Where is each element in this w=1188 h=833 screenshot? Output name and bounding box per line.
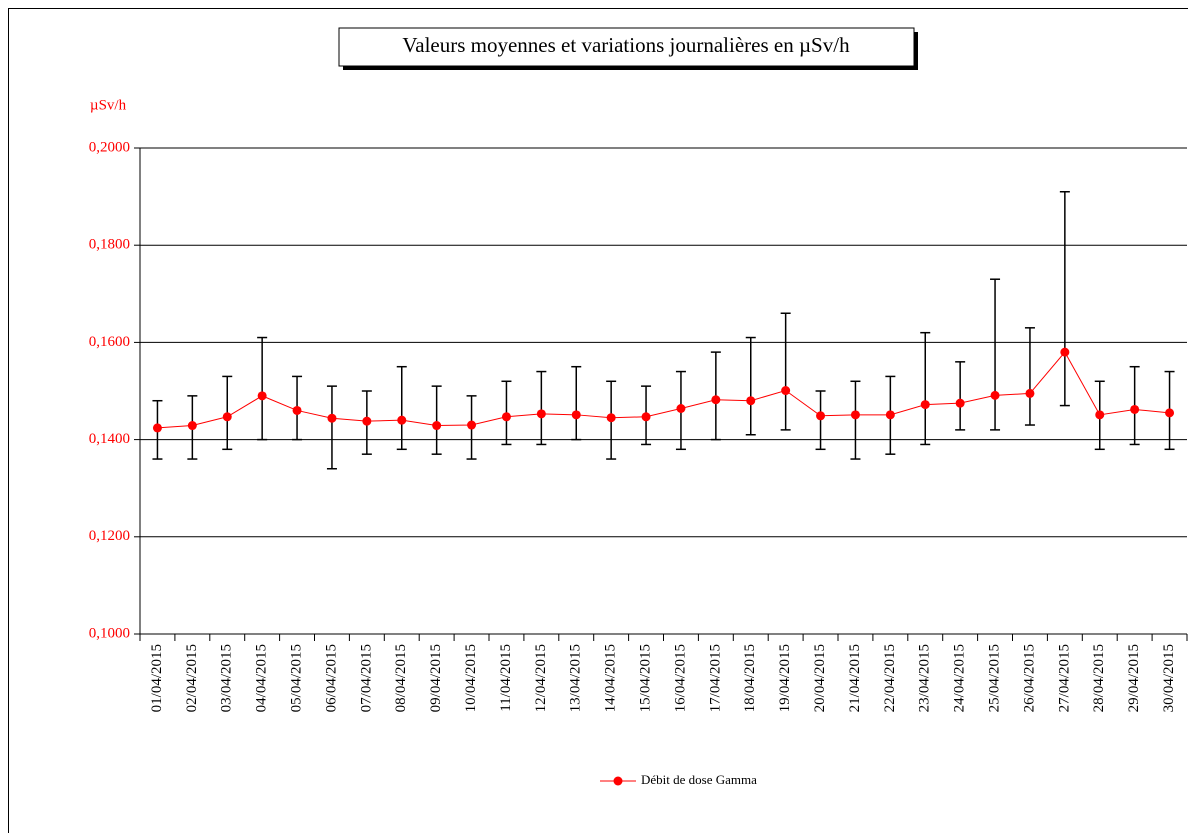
chart-border <box>8 8 1188 833</box>
point <box>1025 388 1035 398</box>
x-tick-label: 17/04/2015 <box>707 644 723 712</box>
point <box>606 413 616 423</box>
x-tick-label: 07/04/2015 <box>358 644 374 712</box>
x-tick-label: 11/04/2015 <box>498 644 514 712</box>
point <box>641 412 651 422</box>
x-tick-label: 01/04/2015 <box>149 644 165 712</box>
x-tick-label: 18/04/2015 <box>742 644 758 712</box>
x-tick-label: 29/04/2015 <box>1126 644 1142 712</box>
point <box>571 410 581 420</box>
x-tick-label: 13/04/2015 <box>568 644 584 712</box>
x-tick-label: 30/04/2015 <box>1161 644 1177 712</box>
x-tick-label: 08/04/2015 <box>393 644 409 712</box>
chart-title: Valeurs moyennes et variations journaliè… <box>402 33 850 57</box>
point <box>467 420 477 430</box>
x-tick-label: 24/04/2015 <box>952 644 968 712</box>
x-tick-label: 04/04/2015 <box>254 644 270 712</box>
x-tick-label: 10/04/2015 <box>463 644 479 712</box>
x-tick-label: 14/04/2015 <box>603 644 619 712</box>
point <box>885 410 895 420</box>
x-tick-label: 06/04/2015 <box>323 644 339 712</box>
title-box <box>338 27 915 67</box>
x-tick-label: 15/04/2015 <box>637 644 653 712</box>
x-tick-label: 12/04/2015 <box>533 644 549 712</box>
x-tick-label: 09/04/2015 <box>428 644 444 712</box>
point <box>955 398 965 408</box>
x-tick-label: 16/04/2015 <box>672 644 688 712</box>
legend-label: Débit de dose Gamma <box>641 772 757 787</box>
y-tick-label: 0,2000 <box>89 139 130 155</box>
y-tick-label: 0,1000 <box>89 625 130 641</box>
point <box>152 423 162 433</box>
x-tick-label: 28/04/2015 <box>1091 644 1107 712</box>
x-tick-label: 03/04/2015 <box>219 644 235 712</box>
y-tick-label: 0,1400 <box>89 431 130 447</box>
point <box>1060 347 1070 357</box>
point <box>920 400 930 410</box>
point <box>257 391 267 401</box>
x-tick-label: 23/04/2015 <box>917 644 933 712</box>
point <box>850 410 860 420</box>
point <box>327 413 337 423</box>
point <box>1165 408 1175 418</box>
point <box>676 403 686 413</box>
point <box>781 386 791 396</box>
x-tick-label: 19/04/2015 <box>777 644 793 712</box>
x-tick-label: 26/04/2015 <box>1021 644 1037 712</box>
x-tick-label: 27/04/2015 <box>1056 644 1072 712</box>
series-line <box>157 351 1170 429</box>
point <box>816 411 826 421</box>
point <box>362 416 372 426</box>
point <box>746 396 756 406</box>
point <box>292 405 302 415</box>
point <box>711 395 721 405</box>
point <box>1095 410 1105 420</box>
x-tick-label: 22/04/2015 <box>882 644 898 712</box>
y-tick-label: 0,1800 <box>89 237 130 253</box>
point <box>536 409 546 419</box>
y-axis-label: µSv/h <box>90 97 127 113</box>
x-tick-label: 02/04/2015 <box>184 644 200 712</box>
point <box>397 415 407 425</box>
point <box>990 390 1000 400</box>
x-tick-label: 05/04/2015 <box>288 644 304 712</box>
y-tick-label: 0,1600 <box>89 334 130 350</box>
y-tick-label: 0,1200 <box>89 528 130 544</box>
point <box>222 412 232 422</box>
point <box>432 421 442 431</box>
point <box>501 412 511 422</box>
x-tick-label: 20/04/2015 <box>812 644 828 712</box>
x-tick-label: 25/04/2015 <box>986 644 1002 712</box>
point <box>187 421 197 431</box>
legend-marker <box>613 776 623 786</box>
point <box>1130 404 1140 414</box>
x-tick-label: 21/04/2015 <box>847 644 863 712</box>
